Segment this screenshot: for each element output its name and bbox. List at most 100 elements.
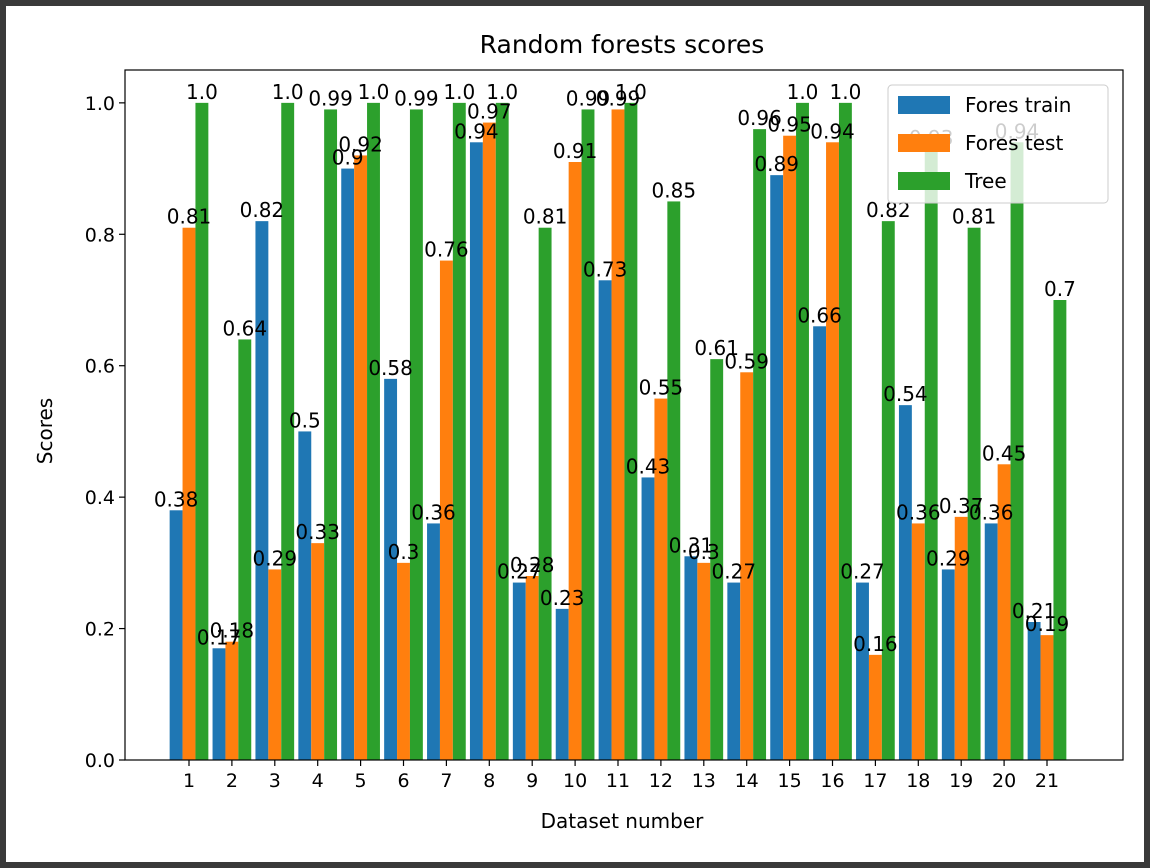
bar-chart: Random forests scores Scores Dataset num…: [33, 30, 1124, 833]
bar: [452, 102, 466, 761]
bar: [182, 227, 196, 760]
legend-label: Fores test: [965, 131, 1063, 155]
bar: [967, 227, 981, 760]
bar: [324, 109, 338, 761]
x-tick-label: 3: [269, 770, 281, 792]
bar: [469, 142, 483, 761]
data-label: 0.81: [952, 205, 997, 229]
data-label: 1.0: [358, 80, 390, 104]
data-label: 0.92: [338, 132, 383, 156]
x-tick-label: 7: [440, 770, 452, 792]
bar: [525, 576, 539, 760]
data-label: 0.23: [540, 586, 585, 610]
bar: [838, 102, 852, 761]
axes-frame: [124, 69, 1124, 761]
data-label: 0.59: [724, 349, 769, 373]
x-tick-label: 16: [820, 770, 844, 792]
bar: [384, 378, 398, 760]
bar: [697, 562, 711, 760]
bar: [512, 582, 526, 760]
data-label: 0.99: [596, 86, 641, 110]
data-label: 0.31: [669, 533, 714, 557]
y-tick-label: 0.8: [85, 224, 115, 246]
bar: [238, 339, 252, 760]
data-label: 0.3: [388, 540, 420, 564]
bar: [684, 556, 698, 760]
data-label: 0.18: [210, 619, 255, 643]
data-label: 0.16: [853, 632, 898, 656]
bar: [727, 582, 741, 760]
bar: [641, 477, 655, 760]
bar: [482, 122, 496, 760]
x-tick-label: 5: [355, 770, 367, 792]
data-label: 0.73: [583, 257, 628, 281]
bar: [753, 129, 767, 760]
data-label: 0.38: [154, 487, 199, 511]
data-label: 1.0: [186, 80, 218, 104]
bar: [898, 405, 912, 760]
y-tick-label: 0.6: [85, 356, 115, 378]
bar: [1053, 300, 1067, 760]
data-label: 1.0: [486, 80, 518, 104]
data-label: 0.17: [197, 625, 242, 649]
data-label: 0.85: [652, 178, 697, 202]
bar: [770, 175, 784, 760]
bar: [212, 648, 226, 760]
data-label: 1.0: [443, 80, 475, 104]
bar: [667, 201, 681, 760]
data-label: 0.97: [467, 100, 512, 124]
x-tick-label: 14: [735, 770, 759, 792]
bar: [997, 464, 1011, 760]
bar: [598, 280, 612, 760]
data-label: 1.0: [615, 80, 647, 104]
data-label: 0.27: [840, 560, 885, 584]
bar: [281, 102, 295, 761]
data-label: 1.0: [787, 80, 819, 104]
bar: [740, 372, 754, 760]
data-label: 0.9: [332, 146, 364, 170]
x-tick-label: 19: [949, 770, 973, 792]
bar: [225, 641, 239, 760]
bar: [255, 221, 269, 760]
bar: [268, 569, 282, 760]
chart-title: Random forests scores: [480, 30, 765, 59]
bar: [826, 142, 839, 761]
bar: [495, 102, 509, 761]
data-label: 0.81: [167, 205, 212, 229]
data-label: 0.29: [926, 546, 971, 570]
legend-swatch: [898, 96, 950, 114]
data-label: 0.96: [737, 106, 782, 130]
bar: [169, 510, 183, 760]
bar: [409, 109, 423, 761]
data-label: 0.29: [253, 546, 298, 570]
bar: [1010, 142, 1024, 761]
bar: [654, 398, 668, 760]
data-label: 0.27: [712, 560, 757, 584]
data-label: 0.43: [626, 454, 671, 478]
x-tick-label: 17: [863, 770, 887, 792]
data-label: 0.28: [510, 553, 555, 577]
data-label: 0.37: [939, 494, 984, 518]
bar: [298, 431, 312, 760]
legend-swatch: [898, 134, 950, 152]
x-tick-label: 15: [778, 770, 802, 792]
data-label: 0.94: [454, 119, 499, 143]
data-label: 0.45: [982, 441, 1027, 465]
data-label: 0.76: [424, 238, 469, 262]
bar: [796, 102, 809, 761]
bar: [1040, 635, 1054, 760]
legend-label: Tree: [964, 169, 1007, 193]
data-label: 0.58: [368, 356, 413, 380]
x-tick-label: 10: [563, 770, 587, 792]
data-label: 0.91: [553, 139, 598, 163]
bar: [581, 109, 595, 761]
data-label: 0.36: [969, 500, 1014, 524]
legend-swatch: [898, 172, 950, 190]
legend: Fores train Fores test Tree: [887, 84, 1109, 204]
bar: [195, 102, 209, 761]
bar: [568, 162, 582, 760]
x-tick-label: 12: [649, 770, 673, 792]
bar: [941, 569, 955, 760]
x-tick-label: 2: [226, 770, 238, 792]
bar: [924, 148, 938, 761]
